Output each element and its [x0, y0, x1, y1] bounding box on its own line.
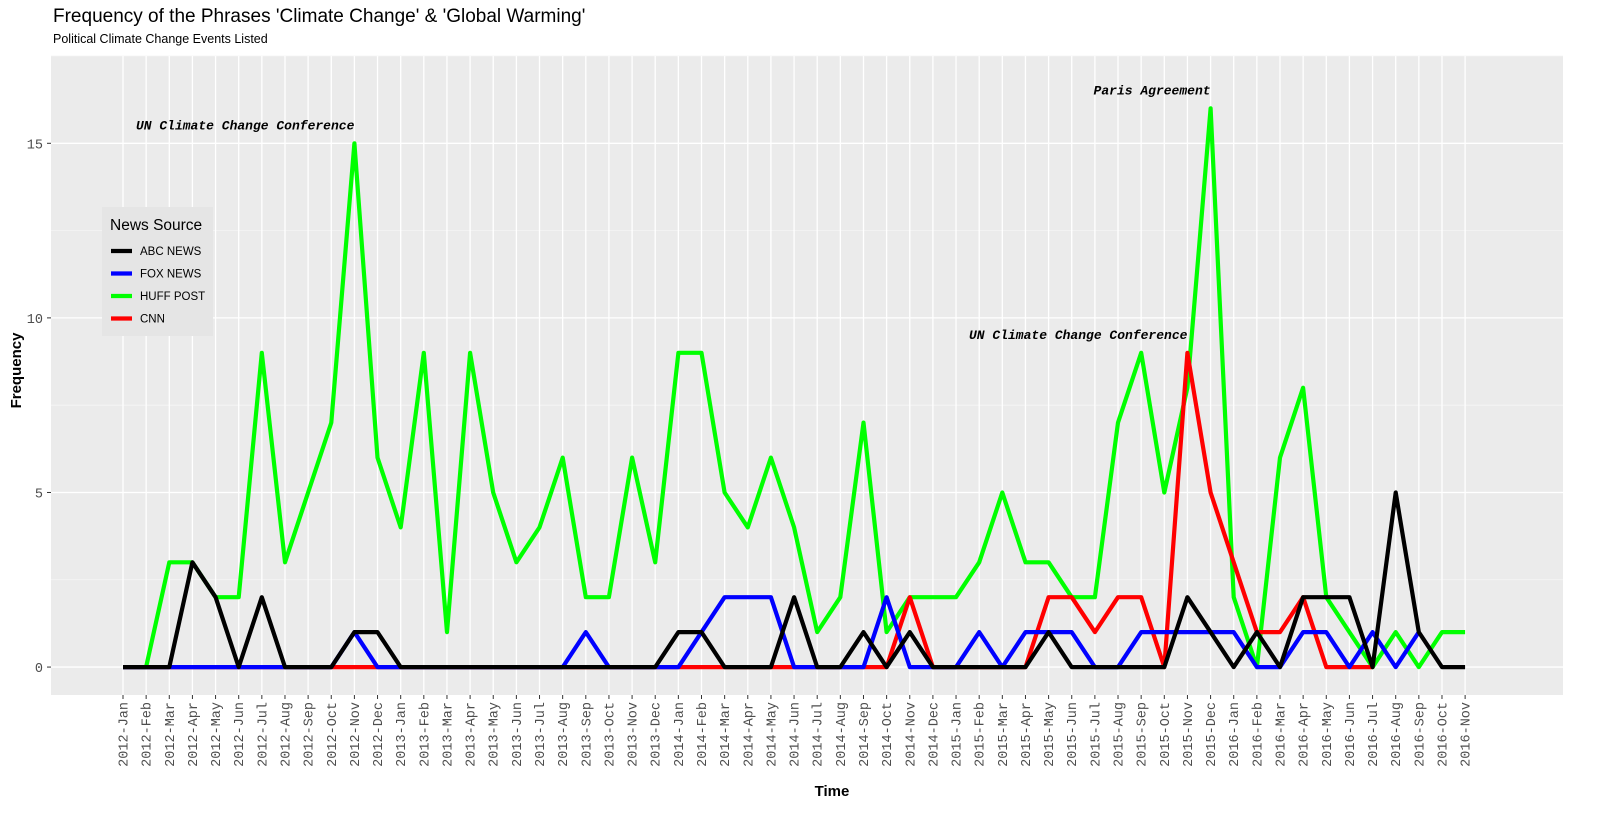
x-tick-label: 2014-Jun	[789, 702, 804, 767]
chart-title: Frequency of the Phrases 'Climate Change…	[53, 6, 586, 27]
x-tick-label: 2012-Nov	[349, 702, 364, 767]
x-tick-label: 2014-Nov	[904, 702, 919, 767]
x-tick-label: 2015-May	[1043, 702, 1058, 767]
x-tick-label: 2013-May	[488, 702, 503, 767]
y-axis-title: Frequency	[8, 332, 25, 409]
y-tick-label: 15	[27, 138, 43, 153]
x-tick-label: 2013-Apr	[465, 702, 480, 767]
legend-title: News Source	[110, 217, 202, 234]
x-tick-label: 2015-Aug	[1113, 702, 1128, 767]
x-tick-label: 2016-Jul	[1367, 702, 1382, 767]
x-tick-label: 2015-Jun	[1066, 702, 1081, 767]
x-tick-label: 2016-Sep	[1413, 702, 1428, 767]
legend-label: HUFF POST	[140, 291, 205, 303]
x-tick-label: 2015-Feb	[974, 702, 989, 767]
annotation: Paris Agreement	[1094, 83, 1211, 98]
x-tick-label: 2013-Nov	[627, 702, 642, 767]
x-tick-label: 2013-Jun	[511, 702, 526, 767]
x-tick-label: 2013-Sep	[580, 702, 595, 767]
x-tick-label: 2012-Feb	[141, 702, 156, 767]
x-tick-label: 2014-Jul	[812, 702, 827, 767]
x-tick-label: 2012-Apr	[187, 702, 202, 767]
x-tick-label: 2014-Jan	[673, 702, 688, 767]
legend-label: ABC NEWS	[140, 246, 202, 258]
x-tick-label: 2012-Jul	[256, 702, 271, 767]
x-tick-label: 2016-May	[1321, 702, 1336, 767]
x-tick-label: 2013-Feb	[418, 702, 433, 767]
x-tick-label: 2016-Mar	[1275, 702, 1290, 767]
series-line-abc-news	[123, 490, 1466, 670]
x-tick-label: 2012-Aug	[279, 702, 294, 767]
annotation: UN Climate Change Conference	[136, 118, 355, 133]
x-tick-label: 2013-Jul	[534, 702, 549, 767]
x-tick-label: 2016-Aug	[1390, 702, 1405, 767]
x-tick-label: 2013-Oct	[603, 702, 618, 767]
x-tick-label: 2015-Jul	[1089, 702, 1104, 767]
x-tick-label: 2012-Mar	[164, 702, 179, 767]
x-tick-label: 2013-Aug	[557, 702, 572, 767]
x-tick-label: 2015-Apr	[1020, 702, 1035, 767]
x-tick-label: 2014-May	[765, 702, 780, 767]
x-tick-label: 2014-Sep	[858, 702, 873, 767]
x-tick-label: 2013-Dec	[650, 702, 665, 767]
x-tick-label: 2015-Nov	[1182, 702, 1197, 767]
x-tick-label: 2014-Oct	[881, 702, 896, 767]
x-tick-label: 2014-Feb	[696, 702, 711, 767]
x-tick-label: 2016-Feb	[1251, 702, 1266, 767]
x-axis-title: Time	[815, 783, 850, 800]
legend-label: CNN	[140, 314, 165, 326]
x-tick-label: 2015-Mar	[997, 702, 1012, 767]
x-tick-label: 2014-Aug	[835, 702, 850, 767]
x-tick-label: 2014-Dec	[927, 702, 942, 767]
y-tick-label: 5	[35, 487, 43, 502]
x-tick-label: 2012-Jan	[118, 702, 133, 767]
x-tick-label: 2013-Mar	[441, 702, 456, 767]
x-tick-label: 2016-Apr	[1298, 702, 1313, 767]
chart-subtitle: Political Climate Change Events Listed	[53, 32, 268, 46]
x-tick-label: 2016-Jun	[1344, 702, 1359, 767]
y-tick-label: 0	[35, 662, 43, 677]
x-tick-label: 2012-Dec	[372, 702, 387, 767]
series-line-huff-post	[123, 106, 1466, 670]
x-tick-label: 2014-Mar	[719, 702, 734, 767]
x-tick-label: 2016-Nov	[1460, 702, 1475, 767]
x-tick-label: 2016-Oct	[1436, 702, 1451, 767]
annotation: UN Climate Change Conference	[969, 328, 1188, 343]
x-tick-label: 2015-Dec	[1205, 702, 1220, 767]
y-tick-label: 10	[27, 313, 43, 328]
x-tick-label: 2015-Jan	[951, 702, 966, 767]
x-tick-label: 2015-Sep	[1136, 702, 1151, 767]
x-tick-label: 2013-Jan	[395, 702, 410, 767]
x-tick-label: 2014-Apr	[742, 702, 757, 767]
x-tick-label: 2015-Oct	[1159, 702, 1174, 767]
x-tick-label: 2012-Sep	[303, 702, 318, 767]
x-tick-label: 2016-Jan	[1228, 702, 1243, 767]
x-tick-label: 2012-May	[210, 702, 225, 767]
legend-label: FOX NEWS	[140, 269, 202, 281]
x-tick-label: 2012-Jun	[233, 702, 248, 767]
x-tick-label: 2012-Oct	[326, 702, 341, 767]
